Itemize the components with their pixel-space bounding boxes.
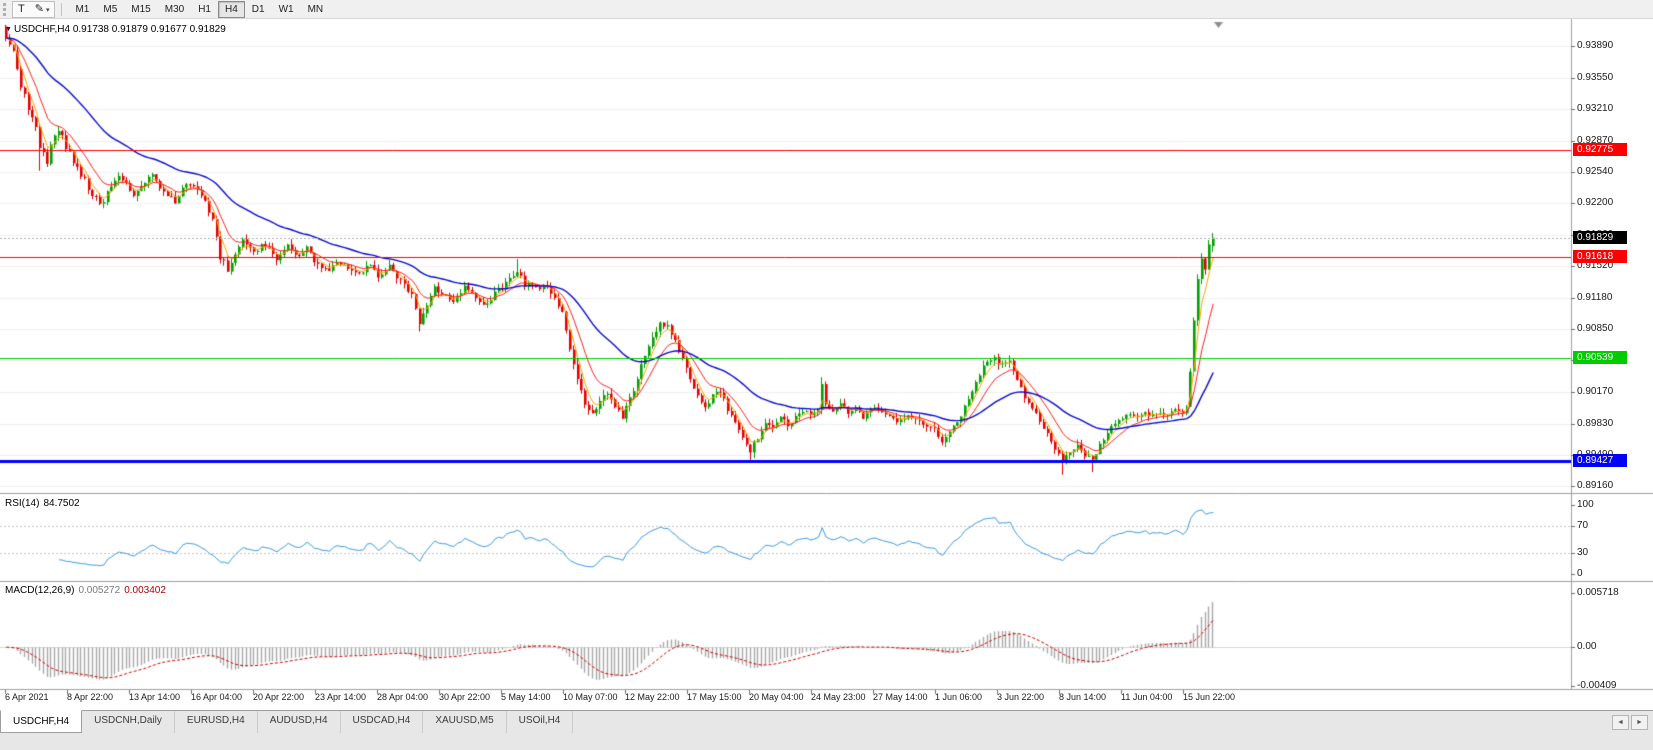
price-axis-tick: 0.91180 [1577,292,1613,304]
period-button-h1[interactable]: H1 [191,1,218,18]
macd-name: MACD(12,26,9) [5,585,75,596]
rsi-axis-tick: 30 [1577,547,1589,559]
period-button-d1[interactable]: D1 [245,1,272,18]
hline-price-badge: 0.91618 [1573,250,1627,264]
price-chart-canvas[interactable] [0,19,1653,710]
rsi-value: 84.7502 [43,498,80,509]
price-axis-tick: 0.89160 [1577,479,1614,491]
period-button-mn[interactable]: MN [301,1,331,18]
chevron-down-icon: ▾ [45,6,50,14]
price-axis-tick: 0.92200 [1577,197,1614,209]
price-axis-tick: 0.93210 [1577,103,1614,115]
toolbar: T ✎ ▾ M1 M5 M15 M30 H1 H4 D1 W1 MN [0,0,1653,19]
period-button-h4[interactable]: H4 [217,0,245,18]
symbol-tab-audusd-h4[interactable]: AUDUSD,H4 [258,711,341,733]
symbol-tabs: USDCHF,H4 USDCNH,Daily EURUSD,H4 AUDUSD,H4 U… [0,710,1653,733]
rsi-axis-tick: 100 [1577,499,1594,510]
hline-price-badge: 0.92775 [1573,142,1627,156]
time-axis-label: 15 Jun 22:00 [1183,692,1236,702]
period-button-m15[interactable]: M15 [124,1,157,18]
symbol-tab-xauusd-m5[interactable]: XAUUSD,M5 [423,711,507,733]
macd-axis-tick: 0.005718 [1577,587,1619,598]
period-button-m1[interactable]: M1 [68,1,96,18]
time-axis-label: 8 Apr 22:00 [67,692,114,702]
time-axis-label: 11 Jun 04:00 [1121,692,1173,702]
price-axis-tick: 0.93890 [1577,40,1614,51]
price-axis-tick: 0.89830 [1577,417,1614,429]
current-price-badge: 0.91829 [1573,230,1627,244]
symbol-tab-eurusd-h4[interactable]: EURUSD,H4 [175,711,258,733]
symbol-tab-usoil-h4[interactable]: USOil,H4 [507,711,574,733]
macd-axis-tick: -0.00409 [1577,680,1617,691]
price-axis-tick: 0.92870 [1577,134,1614,146]
chart-window: ▼ USDCHF,H4 0.91738 0.91879 0.91677 0.918… [0,19,1653,710]
symbol-tab-usdcnh-daily[interactable]: USDCNH,Daily [82,711,175,733]
toolbar-separator [61,2,63,16]
price-axis-tick: 0.91520 [1577,260,1614,272]
collapse-arrow-icon: ▼ [5,26,12,33]
time-axis-label: 23 Apr 14:00 [315,692,367,702]
hline-price-badge: 0.90539 [1573,350,1627,364]
price-axis-tick: 0.92540 [1577,165,1614,177]
time-axis-label: 28 Apr 04:00 [377,692,429,702]
time-axis-label: 20 Apr 22:00 [253,692,305,702]
toolbar-grip[interactable] [3,2,7,16]
hline-price-badge: 0.89427 [1573,454,1627,468]
time-axis-label: 1 Jun 06:00 [935,692,983,702]
rsi-axis-tick: 70 [1577,519,1589,531]
annotation-tool-group: T ✎ ▾ [12,0,56,18]
time-axis: 6 Apr 2021 8 Apr 22:00 13 Apr 14:00 16 Apr … [0,692,1571,707]
chart-ohlc-values: 0.91738 0.91879 0.91677 0.91829 [72,24,226,35]
rsi-indicator-label: RSI(14) 84.7502 [5,498,80,509]
time-axis-label: 10 May 07:00 [563,692,618,702]
period-button-m30[interactable]: M30 [158,1,191,18]
macd-indicator-label: MACD(12,26,9) 0.005272 0.003402 [5,585,166,596]
time-axis-label: 16 Apr 04:00 [191,692,243,702]
time-axis-label: 5 May 14:00 [501,692,551,702]
period-button-m5[interactable]: M5 [96,1,124,18]
symbol-tab-bar: USDCHF,H4 USDCNH,Daily EURUSD,H4 AUDUSD,H4 U… [0,710,1653,750]
period-button-w1[interactable]: W1 [272,1,301,18]
macd-main-value: 0.005272 [78,585,121,596]
price-axis-tick: 0.90850 [1577,322,1614,334]
time-axis-label: 17 May 15:00 [687,692,742,702]
macd-axis-tick: 0.00 [1577,641,1597,653]
symbol-tab-usdcad-h4[interactable]: USDCAD,H4 [341,711,424,733]
tab-scroll-arrows: ◄ ► [1612,715,1648,730]
draw-tool-button[interactable]: ✎ ▾ [30,2,55,17]
chart-symbol-period: USDCHF,H4 [13,24,71,35]
macd-signal-value: 0.003402 [124,585,166,596]
time-axis-label: 27 May 14:00 [873,692,928,702]
time-axis-label: 3 Jun 22:00 [997,692,1045,702]
time-axis-label: 30 Apr 22:00 [439,692,491,702]
time-axis-label: 8 Jun 14:00 [1059,692,1107,702]
price-axis-tick: 0.93550 [1577,71,1614,83]
time-axis-label: 13 Apr 14:00 [129,692,181,702]
chart-title: ▼ USDCHF,H4 0.91738 0.91879 0.91677 0.918… [5,24,226,35]
rsi-axis-tick: 0 [1577,568,1583,579]
pencil-icon: ✎ [34,2,44,15]
time-axis-label: 12 May 22:00 [625,692,680,702]
time-axis-label: 6 Apr 2021 [5,692,49,702]
tabs-scroll-right-button[interactable]: ► [1631,715,1648,730]
tabs-scroll-left-button[interactable]: ◄ [1612,715,1629,730]
timeframe-button-group: M1 M5 M15 M30 H1 H4 D1 W1 MN [68,0,331,18]
text-tool-button[interactable]: T [13,2,30,17]
time-axis-label: 24 May 23:00 [811,692,866,702]
rsi-name: RSI(14) [5,498,40,509]
time-axis-label: 20 May 04:00 [749,692,804,702]
price-axis-tick: 0.90170 [1577,386,1614,398]
symbol-tab-usdchf-h4[interactable]: USDCHF,H4 [0,710,83,733]
